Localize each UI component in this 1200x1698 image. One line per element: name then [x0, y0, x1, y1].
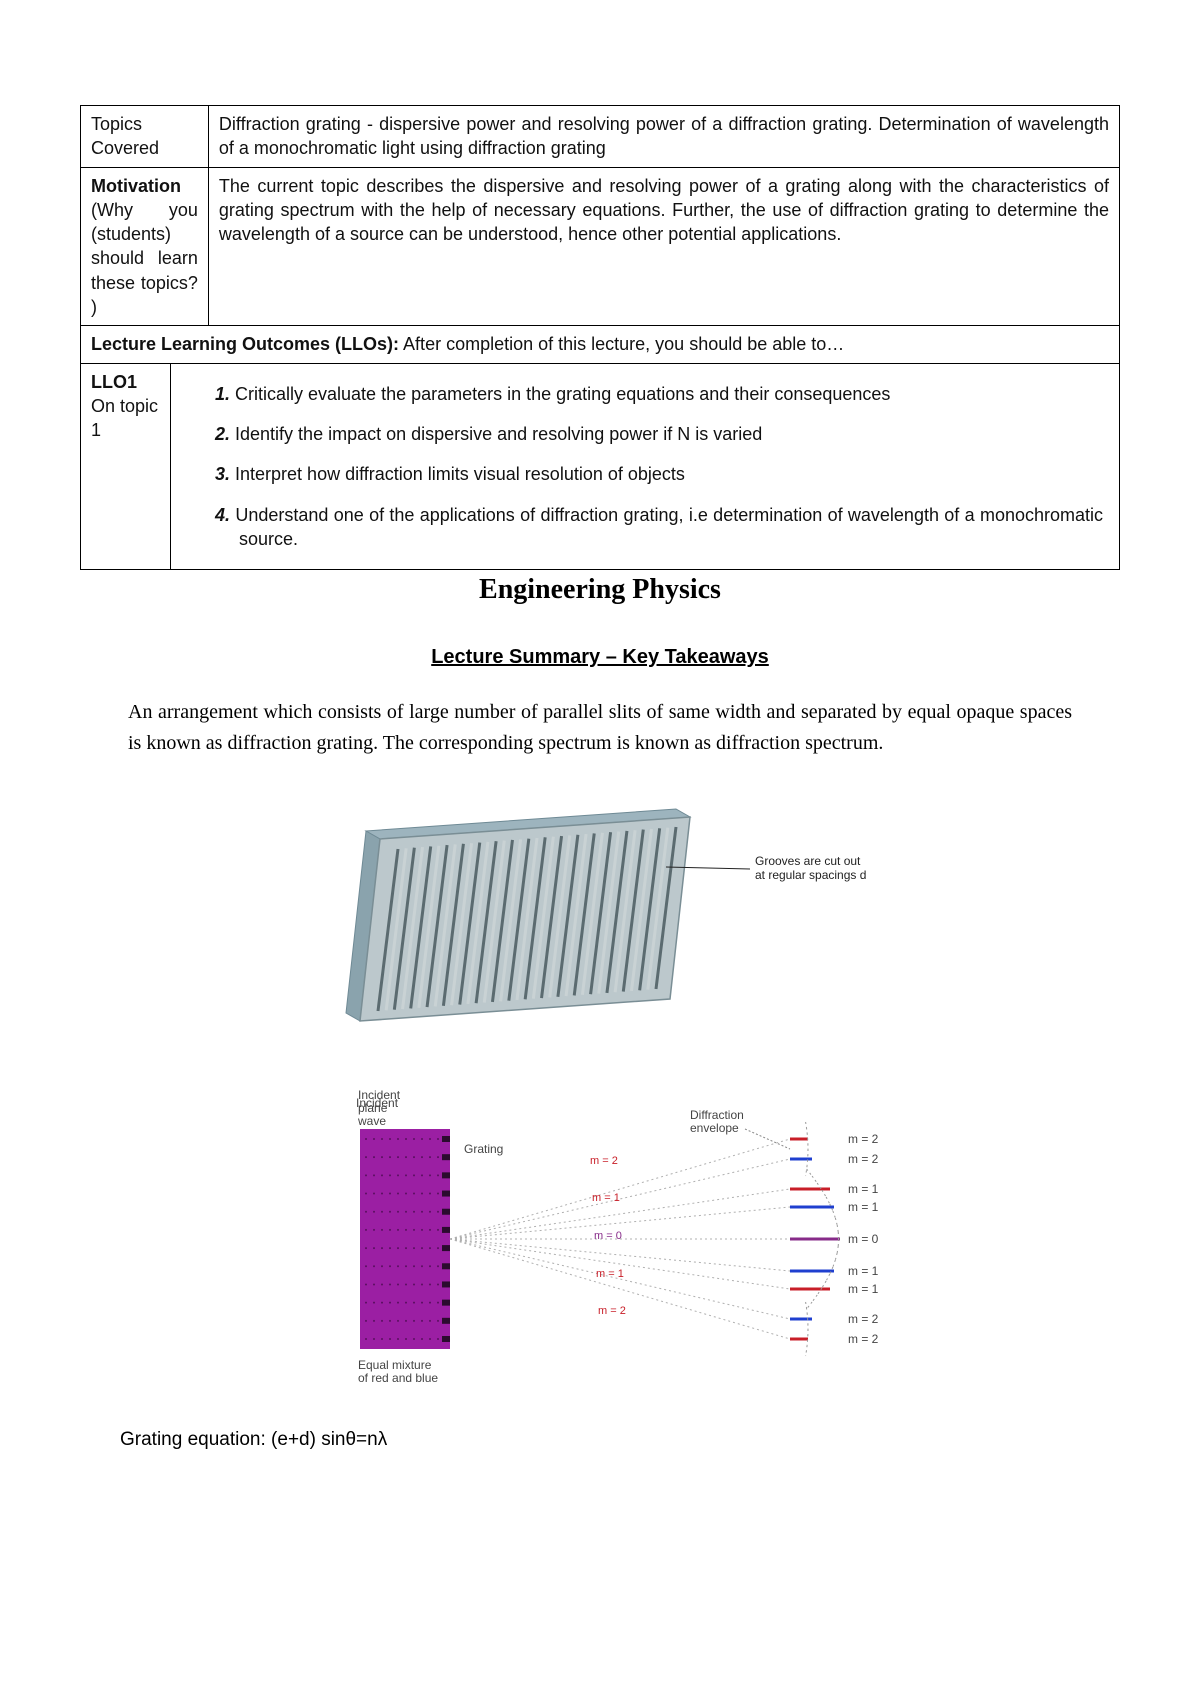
svg-text:m = 2: m = 2 [598, 1305, 626, 1317]
svg-text:Equal mixture: Equal mixture [358, 1358, 432, 1372]
list-item-number: 2. [215, 424, 230, 444]
llos-intro-bold: Lecture Learning Outcomes (LLOs): [91, 334, 399, 354]
list-item: 2. Identify the impact on dispersive and… [215, 414, 1103, 454]
list-item-number: 4. [215, 505, 230, 525]
svg-text:Diffraction: Diffraction [690, 1108, 744, 1122]
list-item: 1. Critically evaluate the parameters in… [215, 374, 1103, 414]
figure-container: Grooves are cut outat regular spacings d… [250, 799, 950, 1399]
topics-text: Diffraction grating - dispersive power a… [219, 114, 1109, 158]
llo-tag1: LLO1 [91, 372, 137, 392]
llo-tag2: On topic 1 [91, 396, 158, 440]
svg-text:m = 1: m = 1 [848, 1200, 879, 1214]
svg-text:Grooves are cut out: Grooves are cut out [755, 854, 861, 868]
llos-intro-cell: Lecture Learning Outcomes (LLOs): After … [81, 326, 1120, 363]
table-row: Topics Covered Diffraction grating - dis… [81, 106, 1120, 168]
svg-text:envelope: envelope [690, 1121, 739, 1135]
topics-label: Topics Covered [91, 114, 159, 158]
motivation-label-cell: Motivation (Why you (students) should le… [81, 167, 209, 326]
svg-text:at regular spacings d: at regular spacings d [755, 868, 866, 882]
topics-text-cell: Diffraction grating - dispersive power a… [208, 106, 1119, 168]
svg-text:wave: wave [357, 1114, 386, 1128]
diffraction-figure: IncidentIncidentplanewaveGratingEqual mi… [290, 1079, 910, 1399]
page-subtitle: Lecture Summary – Key Takeaways [80, 646, 1120, 669]
svg-text:m = 2: m = 2 [590, 1155, 618, 1167]
svg-text:of red and blue: of red and blue [358, 1371, 438, 1385]
summary-paragraph: An arrangement which consists of large n… [128, 697, 1072, 759]
svg-text:plane: plane [358, 1101, 388, 1115]
svg-text:m = 1: m = 1 [848, 1182, 879, 1196]
svg-text:m = 2: m = 2 [848, 1152, 879, 1166]
llo-ordered-list: 1. Critically evaluate the parameters in… [187, 374, 1103, 559]
svg-text:m = 0: m = 0 [594, 1230, 622, 1242]
svg-text:m = 1: m = 1 [848, 1282, 879, 1296]
svg-text:m = 2: m = 2 [848, 1312, 879, 1326]
motivation-text-cell: The current topic describes the dispersi… [208, 167, 1119, 326]
svg-text:m = 2: m = 2 [848, 1132, 879, 1146]
svg-text:m = 2: m = 2 [848, 1332, 879, 1346]
llo-list-cell: 1. Critically evaluate the parameters in… [171, 363, 1120, 569]
svg-text:m = 1: m = 1 [848, 1264, 879, 1278]
svg-text:Grating: Grating [464, 1142, 503, 1156]
grating-equation: Grating equation: (e+d) sinθ=nλ [120, 1429, 1120, 1451]
table-row: Motivation (Why you (students) should le… [81, 167, 1120, 326]
document-page: Topics Covered Diffraction grating - dis… [0, 0, 1200, 1511]
list-item: 4. Understand one of the applications of… [215, 495, 1103, 560]
svg-text:m = 1: m = 1 [592, 1192, 620, 1204]
motivation-label: Motivation [91, 176, 181, 196]
table-row: LLO1 On topic 1 1. Critically evaluate t… [81, 363, 1120, 569]
motivation-text: The current topic describes the dispersi… [219, 176, 1109, 245]
llo-tag-cell: LLO1 On topic 1 [81, 363, 171, 569]
list-item-number: 3. [215, 464, 230, 484]
list-item-number: 1. [215, 384, 230, 404]
svg-text:m = 1: m = 1 [596, 1268, 624, 1280]
svg-text:m = 0: m = 0 [848, 1232, 879, 1246]
page-title: Engineering Physics [80, 574, 1120, 606]
info-table: Topics Covered Diffraction grating - dis… [80, 105, 1120, 570]
list-item: 3. Interpret how diffraction limits visu… [215, 454, 1103, 494]
table-row: Lecture Learning Outcomes (LLOs): After … [81, 326, 1120, 363]
topics-label-cell: Topics Covered [81, 106, 209, 168]
svg-text:Incident: Incident [358, 1088, 401, 1102]
motivation-sub: (Why you (students) should learn these t… [91, 198, 198, 319]
grating-figure: Grooves are cut outat regular spacings d [320, 799, 880, 1059]
llos-intro-rest: After completion of this lecture, you sh… [399, 334, 844, 354]
